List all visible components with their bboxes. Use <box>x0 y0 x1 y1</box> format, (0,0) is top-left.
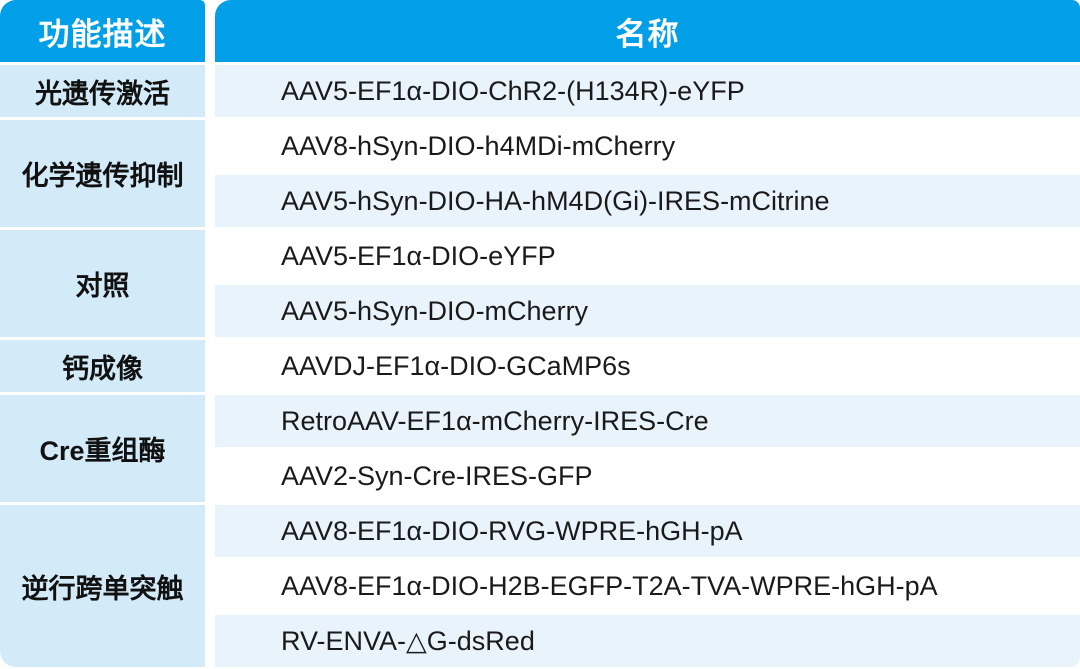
vector-name-cell: RetroAAV-EF1α-mCherry-IRES-Cre <box>215 395 1080 447</box>
vector-name-cell: AAV5-EF1α-DIO-eYFP <box>215 230 1080 282</box>
function-cell: 对照 <box>0 230 205 337</box>
vector-name-cell: AAV5-hSyn-DIO-mCherry <box>215 285 1080 337</box>
function-cell: 光遗传激活 <box>0 65 205 117</box>
function-column-header: 功能描述 <box>0 0 205 62</box>
function-cell: Cre重组酶 <box>0 395 205 502</box>
vector-name-cell: AAV2-Syn-Cre-IRES-GFP <box>215 450 1080 502</box>
vector-name-cell: AAV5-EF1α-DIO-ChR2-(H134R)-eYFP <box>215 65 1080 117</box>
vector-name-cell: AAVDJ-EF1α-DIO-GCaMP6s <box>215 340 1080 392</box>
function-cell: 钙成像 <box>0 340 205 392</box>
vector-name-cell: AAV5-hSyn-DIO-HA-hM4D(Gi)-IRES-mCitrine <box>215 175 1080 227</box>
vector-name-cell: RV-ENVA-△G-dsRed <box>215 615 1080 667</box>
vector-name-cell: AAV8-hSyn-DIO-h4MDi-mCherry <box>215 120 1080 172</box>
name-column-header: 名称 <box>215 0 1080 62</box>
function-cell: 逆行跨单突触 <box>0 505 205 667</box>
vector-name-cell: AAV8-EF1α-DIO-RVG-WPRE-hGH-pA <box>215 505 1080 557</box>
vector-name-cell: AAV8-EF1α-DIO-H2B-EGFP-T2A-TVA-WPRE-hGH-… <box>215 560 1080 612</box>
function-cell: 化学遗传抑制 <box>0 120 205 227</box>
